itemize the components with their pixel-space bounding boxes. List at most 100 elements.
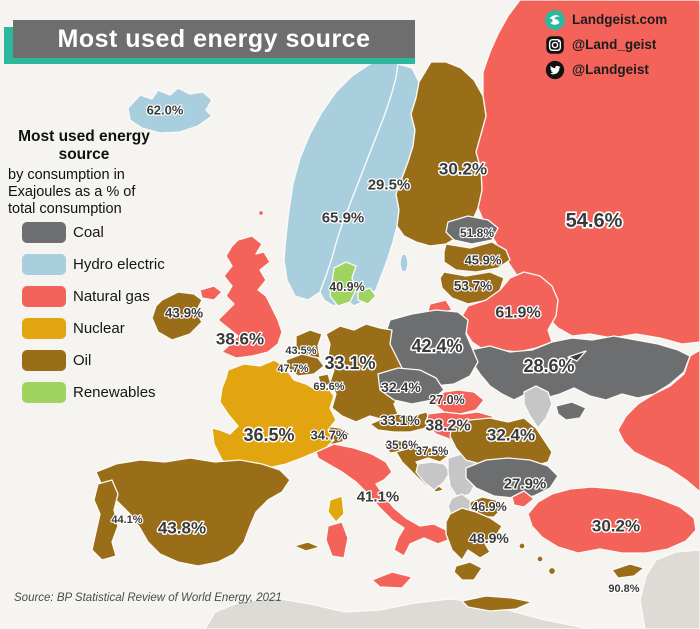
- legend-item-label: Oil: [73, 352, 92, 369]
- country-label-croatia: 37.5%: [416, 446, 449, 458]
- legend-item-natural_gas: Natural gas: [22, 286, 165, 307]
- island-faroe: [257, 209, 265, 217]
- country-germany: [325, 323, 403, 423]
- country-label-germany: 33.1%: [324, 353, 375, 373]
- legend-item-nuclear: Nuclear: [22, 318, 165, 339]
- country-italy: [315, 443, 449, 557]
- country-label-sweden: 29.5%: [368, 177, 411, 194]
- country-label-russia: 54.6%: [566, 210, 623, 232]
- title-banner: Most used energy source: [13, 20, 415, 58]
- legend-item-hydro: Hydro electric: [22, 254, 165, 275]
- country-label-estonia: 51.8%: [460, 226, 494, 240]
- country-belgium: [285, 353, 325, 377]
- country-label-bulgaria: 27.9%: [504, 476, 547, 493]
- legend-swatch-oil: [22, 350, 66, 371]
- legend-items: Coal Hydro electric Natural gas Nuclear Oil R…: [22, 222, 165, 414]
- country-label-france: 36.5%: [243, 425, 294, 445]
- country-spain: [95, 457, 291, 567]
- country-crimea: [555, 401, 587, 421]
- country-luxembourg: [317, 373, 332, 388]
- website-label: Landgeist.com: [572, 12, 668, 27]
- country-label-switzerland: 34.7%: [311, 428, 348, 443]
- country-label-romania: 32.4%: [487, 426, 535, 445]
- island-balearics: [293, 541, 321, 552]
- country-label-belarus: 61.9%: [495, 305, 540, 322]
- country-greece-peloponnese: [453, 561, 483, 581]
- country-label-slovenia: 35.6%: [386, 440, 419, 452]
- country-label-cyprus: 90.8%: [608, 583, 639, 595]
- country-turkey: [527, 486, 697, 554]
- legend-item-renewables: Renewables: [22, 382, 165, 403]
- country-label-lithuania: 53.7%: [454, 279, 492, 294]
- legend-swatch-hydro: [22, 254, 66, 275]
- source-note: Source: BP Statistical Review of World E…: [14, 592, 282, 604]
- country-label-portugal: 44.1%: [111, 514, 142, 526]
- legend-heading: Most used energy source: [18, 128, 150, 164]
- country-label-north-macedonia: 46.9%: [471, 500, 506, 514]
- country-uk: [217, 235, 283, 359]
- country-czechia: [377, 367, 445, 405]
- country-label-slovakia: 27.0%: [429, 393, 464, 407]
- legend-swatch-renewables: [22, 382, 66, 403]
- country-latvia: [443, 241, 511, 273]
- country-denmark: [329, 261, 357, 307]
- country-label-ukraine: 28.6%: [523, 356, 574, 376]
- legend-swatch-nuclear: [22, 318, 66, 339]
- legend-subheading: by consumption in Exajoules as a % of to…: [8, 166, 136, 218]
- country-bosnia: [415, 461, 451, 491]
- twitter-icon: [545, 60, 565, 79]
- legend-item-label: Hydro electric: [73, 256, 165, 273]
- country-russia-south: [617, 349, 700, 493]
- country-label-italy: 41.1%: [357, 489, 400, 506]
- country-iceland: [127, 87, 213, 134]
- country-label-iceland: 62.0%: [147, 103, 184, 118]
- country-estonia: [445, 215, 499, 245]
- country-label-norway: 65.9%: [322, 210, 365, 227]
- island-crete: [461, 595, 533, 612]
- country-ireland: [151, 291, 203, 341]
- island-gotland: [399, 253, 409, 273]
- legend-item-label: Nuclear: [73, 320, 125, 337]
- country-finland: [395, 61, 487, 247]
- island-aegean-2: [536, 555, 544, 563]
- social-links: Landgeist.com @Land_geist @Landgeist: [545, 9, 667, 80]
- country-greece: [445, 507, 503, 561]
- country-turkey-european: [511, 490, 535, 508]
- legend-swatch-natural_gas: [22, 286, 66, 307]
- arrow-icon: [567, 350, 587, 362]
- country-ukraine: [469, 335, 691, 401]
- country-bulgaria: [465, 457, 559, 499]
- middle-east-land: [639, 549, 700, 629]
- country-belarus: [461, 271, 559, 353]
- island-sicily: [371, 571, 413, 589]
- country-label-latvia: 45.9%: [465, 253, 502, 268]
- percentage-labels: 62.0% 65.9%29.5% 30.2% 54.6% 51.8% 45.9% 53.7%…: [110, 101, 641, 596]
- country-denmark-island: [357, 287, 377, 305]
- island-corsica: [327, 495, 345, 523]
- social-row-instagram: @Land_geist: [545, 34, 667, 55]
- country-label-spain: 43.8%: [158, 519, 206, 538]
- legend: Most used energy source by consumption i…: [8, 128, 160, 219]
- country-label-austria: 33.1%: [380, 412, 420, 428]
- country-northern-ireland: [199, 285, 223, 301]
- island-aegean-1: [518, 542, 526, 550]
- social-row-twitter: @Landgeist: [545, 59, 667, 80]
- country-romania: [449, 417, 553, 467]
- country-label-ireland: 43.9%: [165, 306, 203, 321]
- country-label-poland: 42.4%: [411, 336, 462, 356]
- island-aegean-3: [547, 566, 557, 576]
- legend-item-oil: Oil: [22, 350, 165, 371]
- country-label-czechia: 32.4%: [381, 379, 421, 395]
- country-france: [211, 359, 337, 473]
- country-moldova: [523, 385, 553, 429]
- legend-item-label: Coal: [73, 224, 104, 241]
- country-portugal: [91, 479, 119, 561]
- country-label-denmark: 40.9%: [329, 280, 364, 294]
- legend-item-label: Natural gas: [73, 288, 150, 305]
- country-label-turkey: 30.2%: [592, 517, 640, 536]
- country-label-finland: 30.2%: [439, 160, 487, 179]
- country-label-netherlands: 43.5%: [285, 345, 316, 357]
- country-label-belgium: 47.7%: [277, 363, 308, 375]
- legend-item-label: Renewables: [73, 384, 156, 401]
